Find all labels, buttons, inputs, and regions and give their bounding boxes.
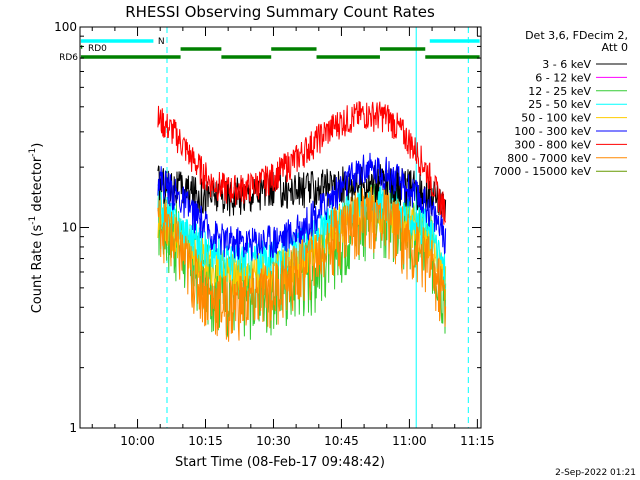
x-tick-label: 10:15 [188, 434, 223, 448]
x-tick-label: 10:00 [120, 434, 155, 448]
y-axis: 1 10 100 [54, 20, 481, 435]
y-tick-label: 100 [54, 20, 77, 34]
legend-label: 12 - 25 keV [528, 85, 591, 98]
x-axis: 10:00 10:15 10:30 10:45 11:00 11:15 [91, 27, 495, 448]
x-axis-label: Start Time (08-Feb-17 09:48:42) [175, 455, 385, 470]
legend-label: 25 - 50 keV [528, 98, 591, 111]
series-3to6keV-line [157, 164, 447, 221]
legend-label: 50 - 100 keV [521, 112, 591, 125]
legend-label: 800 - 7000 keV [507, 152, 591, 165]
legend-header-line1: Det 3,6, FDecim 2, [525, 29, 628, 42]
status-label-rd6: RD6 [59, 53, 78, 63]
series-300to800keV-line [157, 101, 447, 225]
y-axis-label: Count Rate (s-1 detector-1) [28, 143, 45, 314]
x-tick-label: 10:45 [324, 434, 359, 448]
legend-label: 100 - 300 keV [514, 125, 591, 138]
legend-label: 3 - 6 keV [542, 58, 591, 71]
series-800to7000keV-line [157, 186, 447, 342]
timestamp: 2-Sep-2022 01:21 [555, 468, 636, 478]
status-label-rd0: RD0 [88, 44, 107, 54]
legend-label: 6 - 12 keV [535, 71, 591, 84]
legend-label: 300 - 800 keV [514, 138, 591, 151]
y-tick-label: 10 [62, 221, 77, 235]
legend-label: 7000 - 15000 keV [493, 165, 591, 178]
x-tick-label: 10:30 [256, 434, 291, 448]
x-tick-label: 11:00 [392, 434, 427, 448]
status-label-n: N [158, 37, 165, 47]
legend-header-line2: Att 0 [602, 41, 628, 54]
chart-title: RHESSI Observing Summary Count Rates [125, 3, 435, 21]
x-tick-label: 11:15 [460, 434, 495, 448]
series-100to300keV-line [157, 152, 447, 261]
y-tick-label: 1 [69, 421, 77, 435]
